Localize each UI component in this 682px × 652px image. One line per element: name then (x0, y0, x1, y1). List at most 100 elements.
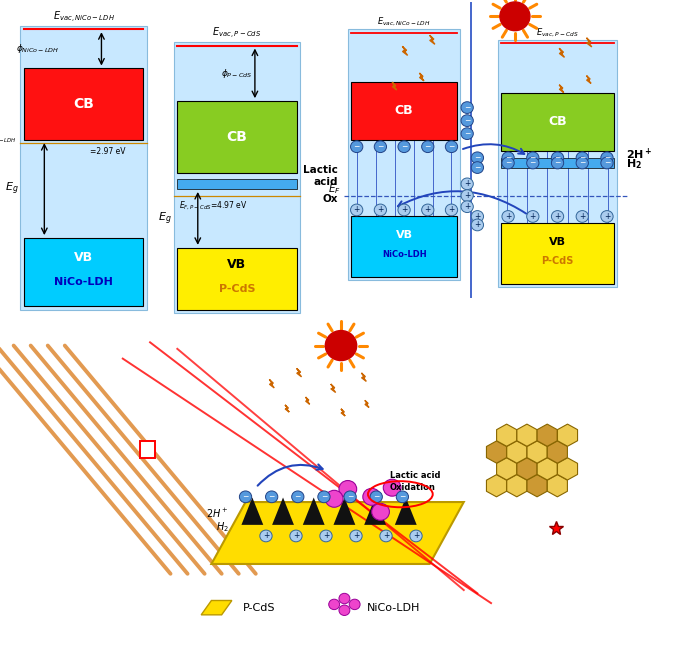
Bar (498, 40, 617, 287)
Circle shape (260, 530, 272, 542)
Bar (140, 441, 155, 458)
Polygon shape (365, 400, 369, 408)
Polygon shape (557, 458, 578, 480)
Polygon shape (559, 85, 564, 93)
Bar (20, 26, 147, 310)
Polygon shape (272, 497, 294, 525)
Polygon shape (303, 497, 325, 525)
Text: $\phi_{NiCo-LDH}$: $\phi_{NiCo-LDH}$ (16, 42, 59, 55)
Bar (501, 158, 614, 168)
Polygon shape (395, 497, 417, 525)
Bar (348, 29, 460, 280)
Text: −: − (505, 153, 512, 162)
Text: −: − (530, 158, 536, 168)
Polygon shape (285, 405, 289, 412)
Bar (24, 238, 143, 306)
Polygon shape (548, 441, 567, 463)
Text: Lactic
acid: Lactic acid (303, 165, 338, 187)
Text: $E_g$: $E_g$ (158, 210, 172, 227)
Circle shape (398, 141, 411, 153)
Circle shape (380, 530, 392, 542)
Circle shape (502, 152, 514, 164)
Circle shape (265, 491, 278, 503)
Polygon shape (527, 441, 547, 463)
Text: −: − (295, 492, 301, 501)
Circle shape (500, 2, 530, 31)
Circle shape (363, 488, 381, 505)
Polygon shape (430, 35, 435, 44)
Bar (174, 42, 300, 313)
Circle shape (410, 530, 422, 542)
Text: −: − (474, 163, 481, 172)
Circle shape (502, 157, 514, 169)
Text: $E_{vac,P-CdS}$: $E_{vac,P-CdS}$ (212, 26, 262, 42)
Circle shape (551, 152, 563, 164)
Circle shape (461, 115, 473, 126)
Circle shape (551, 211, 563, 222)
Text: −: − (353, 142, 360, 151)
Text: $E_{F,P-CdS}$=4.97 eV: $E_{F,P-CdS}$=4.97 eV (179, 200, 248, 211)
Text: $\mathbf{H_2}$: $\mathbf{H_2}$ (626, 157, 642, 171)
Text: −: − (347, 492, 353, 501)
Text: =2.97 eV: =2.97 eV (89, 147, 125, 156)
Polygon shape (241, 497, 263, 525)
Polygon shape (507, 441, 527, 463)
Polygon shape (341, 409, 345, 416)
Text: NiCo-LDH: NiCo-LDH (382, 250, 426, 259)
Circle shape (325, 490, 343, 507)
Circle shape (576, 157, 589, 169)
Text: +: + (353, 205, 360, 215)
Polygon shape (496, 458, 517, 480)
Circle shape (370, 491, 383, 503)
Bar (351, 82, 457, 140)
Text: P-CdS: P-CdS (243, 602, 276, 613)
Text: −: − (401, 142, 407, 151)
Text: −: − (464, 103, 471, 112)
Text: +: + (377, 205, 383, 215)
Polygon shape (537, 458, 557, 480)
Text: −: − (464, 116, 471, 125)
Text: $E_g$: $E_g$ (5, 181, 18, 198)
Polygon shape (507, 475, 527, 497)
Text: −: − (579, 153, 585, 162)
Text: −: − (474, 153, 481, 162)
Circle shape (445, 141, 458, 153)
Text: CB: CB (226, 130, 248, 144)
Circle shape (383, 479, 401, 496)
Text: −: − (377, 142, 383, 151)
Text: Ox: Ox (322, 194, 338, 204)
Text: +: + (323, 531, 329, 541)
Text: +: + (554, 212, 561, 221)
Circle shape (527, 152, 539, 164)
Polygon shape (201, 600, 232, 615)
Text: +: + (474, 212, 481, 221)
Circle shape (351, 141, 363, 153)
Text: VB: VB (396, 230, 413, 240)
Text: +: + (293, 531, 299, 541)
Text: +: + (413, 531, 419, 541)
Polygon shape (392, 82, 397, 90)
Circle shape (471, 162, 484, 173)
Text: VB: VB (549, 237, 566, 246)
Polygon shape (548, 475, 567, 497)
Text: −: − (448, 142, 455, 151)
Text: −: − (604, 153, 610, 162)
Text: CB: CB (395, 104, 413, 117)
Text: CB: CB (548, 115, 567, 128)
Polygon shape (361, 373, 366, 381)
Circle shape (339, 593, 350, 604)
Circle shape (329, 599, 340, 610)
Circle shape (372, 503, 389, 520)
Circle shape (374, 204, 387, 216)
Polygon shape (269, 379, 274, 388)
Polygon shape (517, 458, 537, 480)
Text: −: − (321, 492, 327, 501)
Text: $2H^+$: $2H^+$ (206, 507, 228, 520)
Bar (501, 223, 614, 284)
Text: CB: CB (73, 97, 94, 111)
Text: +: + (464, 179, 471, 188)
Bar (351, 216, 457, 277)
Text: Lactic acid: Lactic acid (390, 471, 441, 481)
Polygon shape (587, 76, 591, 83)
Circle shape (318, 491, 330, 503)
